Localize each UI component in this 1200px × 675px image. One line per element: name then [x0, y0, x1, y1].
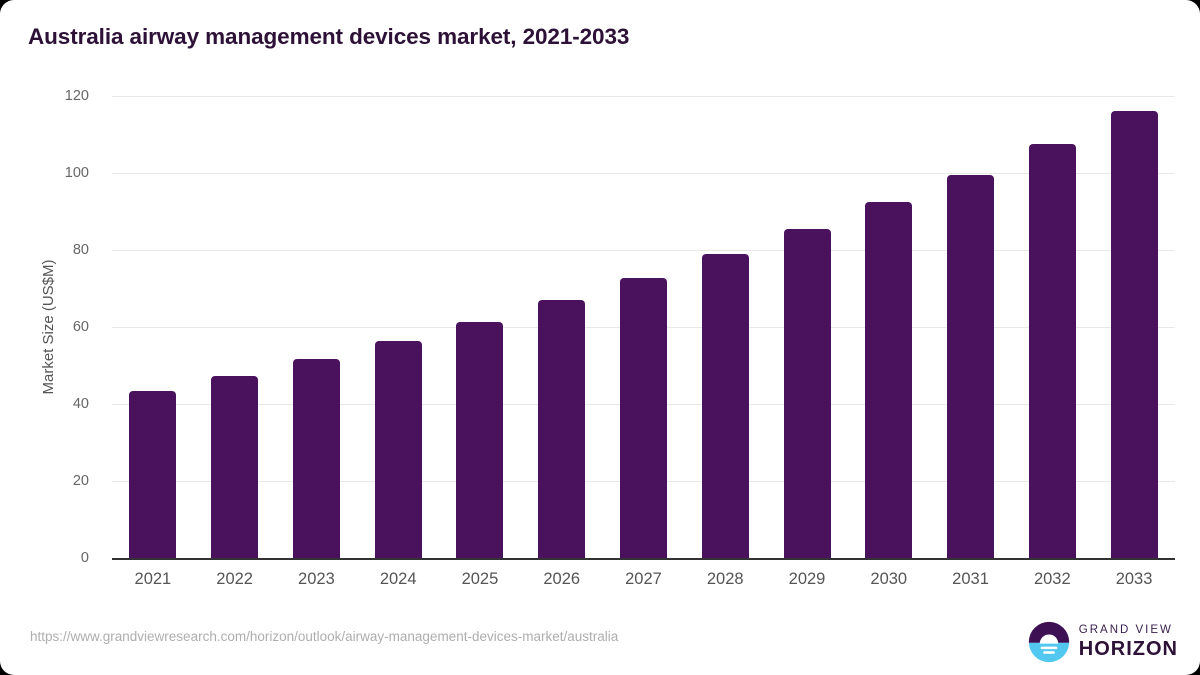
x-axis-labels: 2021 2022 2023 2024 2025 2026 2027 2028 2029 2030…	[112, 570, 1175, 589]
bar-slot	[112, 96, 194, 558]
bar-slot	[276, 96, 358, 558]
x-axis-label-2022: 2022	[216, 570, 253, 588]
gridline-100	[112, 173, 1175, 174]
x-axis-label-2027: 2027	[625, 570, 662, 588]
x-axis-label-2021: 2021	[134, 570, 172, 588]
bar-slot	[766, 96, 848, 558]
source-url[interactable]: https://www.grandviewresearch.com/horizo…	[30, 629, 619, 644]
x-axis-label-2030: 2030	[870, 570, 908, 588]
bar-2031[interactable]	[947, 174, 995, 558]
x-axis-label-2031: 2031	[952, 570, 989, 588]
y-axis-tick-label: 120	[64, 88, 89, 104]
bar-slot	[439, 96, 521, 558]
bar-2028[interactable]	[701, 253, 749, 558]
x-axis-label-2023: 2023	[298, 570, 335, 588]
gridline-0	[112, 558, 1175, 560]
bar-2027[interactable]	[619, 278, 667, 558]
y-axis-tick-label: 60	[72, 319, 89, 335]
bar-2021[interactable]	[129, 390, 177, 558]
x-axis-label-2028: 2028	[706, 570, 744, 588]
logo-text-line1: GRAND VIEW	[1078, 623, 1173, 636]
bar-2022[interactable]	[211, 376, 259, 558]
y-axis-tick-label: 80	[72, 242, 89, 258]
brand-logo: GRAND VIEW HORIZON	[1028, 620, 1178, 664]
bar-slot	[1093, 96, 1175, 558]
bar-slot	[848, 96, 930, 558]
page-title: Australia airway management devices mark…	[28, 24, 630, 49]
bar-slot	[684, 96, 766, 558]
bar-2025[interactable]	[456, 321, 504, 558]
x-axis-label-2029: 2029	[788, 570, 826, 588]
bar-2024[interactable]	[374, 341, 422, 558]
x-axis-label-2025: 2025	[461, 570, 499, 588]
bar-slot	[357, 96, 439, 558]
gridline-120	[112, 96, 1175, 97]
x-axis-label-2033: 2033	[1115, 570, 1153, 588]
y-axis-tick-label: 100	[64, 165, 89, 181]
y-axis-tick-label: 40	[72, 396, 89, 412]
bar-slot	[930, 96, 1012, 558]
bar-2029[interactable]	[783, 229, 831, 558]
horizon-circle-icon	[1028, 621, 1069, 663]
bar-slot	[521, 96, 603, 558]
logo-text-line2: HORIZON	[1078, 638, 1178, 661]
bar-2023[interactable]	[292, 358, 340, 558]
bar-2026[interactable]	[538, 300, 586, 558]
bar-slot	[603, 96, 685, 558]
bar-2030[interactable]	[865, 202, 913, 558]
y-axis-tick-label: 0	[80, 550, 89, 566]
bar-series	[112, 96, 1175, 558]
x-axis-label-2026: 2026	[543, 570, 581, 588]
bar-slot	[194, 96, 276, 558]
gridline-80	[112, 250, 1175, 251]
logo-text: GRAND VIEW HORIZON	[1078, 623, 1178, 661]
bar-2032[interactable]	[1028, 143, 1076, 558]
bar-2033[interactable]	[1110, 111, 1158, 558]
bar-slot	[1011, 96, 1093, 558]
y-axis-tick-label: 20	[72, 473, 89, 489]
x-axis-label-2032: 2032	[1033, 570, 1071, 588]
x-axis-label-2024: 2024	[379, 570, 417, 588]
